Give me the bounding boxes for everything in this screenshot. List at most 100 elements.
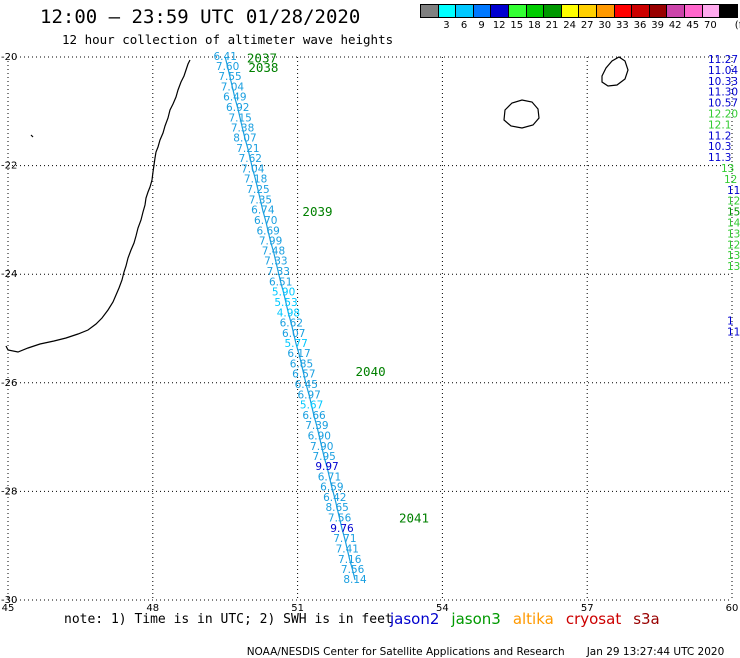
legend-tick: 30 (598, 20, 612, 31)
swh-value: 6.71 (318, 471, 341, 483)
swh-value: 6.59 (320, 482, 343, 494)
swh-value: 6.45 (295, 379, 318, 391)
swh-value: 6.90 (308, 431, 331, 443)
legend-swatch (420, 4, 439, 18)
edge-swh-value: 12.1 (708, 119, 731, 131)
swh-value: 6.42 (323, 492, 346, 504)
legend-swatch (560, 4, 580, 18)
track-line (224, 56, 356, 581)
lon-label: 57 (581, 603, 594, 614)
swh-value: 7.15 (228, 112, 251, 124)
legend-swatch (666, 4, 685, 18)
legend-tick: 70 (704, 20, 717, 31)
legend-swatch (701, 4, 721, 18)
legend-tick: 45 (686, 20, 700, 31)
swh-value: 7.99 (259, 236, 282, 248)
legend-tick: 27 (580, 20, 594, 31)
legend-swatch (596, 4, 615, 18)
legend-tick: 24 (563, 20, 576, 31)
swh-value: 7.21 (236, 143, 259, 155)
swh-value: 9.97 (315, 461, 338, 473)
swh-value: 9.76 (330, 523, 354, 535)
legend-swatch (543, 4, 562, 18)
swh-value: 7.33 (264, 256, 287, 268)
lon-label: 60 (726, 603, 739, 614)
satellite-jason3: jason3 (451, 610, 501, 628)
swh-value: 6.17 (287, 348, 310, 360)
swh-value: 7.33 (267, 266, 290, 278)
swh-value: 7.55 (218, 71, 241, 83)
legend-tick: 42 (668, 20, 682, 31)
lat-label: -24 (1, 269, 17, 280)
edge-swh-value: 11 (727, 185, 740, 197)
swh-value: 7.25 (246, 184, 269, 196)
satellite-jason2: jason2 (390, 610, 440, 628)
pass-id: 2038 (248, 60, 278, 75)
edge-swh-value: 10.3 (708, 141, 731, 153)
swh-value: 7.62 (239, 153, 262, 165)
legend-tick: 15 (510, 20, 524, 31)
pass-id: 2041 (399, 511, 429, 526)
edge-swh-value: 11.3 (708, 152, 731, 164)
swh-value: 7.41 (336, 544, 359, 556)
swh-value: 6.57 (292, 369, 315, 381)
legend-swatch (684, 4, 703, 18)
swh-value: 6.70 (254, 215, 277, 227)
coastline (5, 56, 629, 353)
legend-swatch (613, 4, 633, 18)
map-subtitle: 12 hour collection of altimeter wave hei… (62, 32, 394, 47)
legend-tick: 12 (492, 20, 506, 31)
footer-timestamp: Jan 29 13:27:44 UTC 2020 (586, 646, 725, 658)
legend-tick: 21 (545, 20, 559, 31)
satellite-legend: jason2 jason3 altika cryosat s3a (390, 610, 672, 628)
lat-label: -22 (1, 161, 17, 172)
legend-swatch (455, 4, 474, 18)
swh-value: 8.14 (343, 574, 367, 586)
swh-value: 6.92 (226, 102, 249, 114)
legend-tick: 18 (528, 20, 541, 31)
mauritius-island (601, 56, 629, 87)
edge-swh-value: 10.57 (708, 98, 738, 110)
swh-value: 6.07 (282, 328, 305, 340)
pass-id: 2037 (247, 51, 277, 66)
edge-track-values: 11.2711.0410.3311.3010.5712.2012.111.210… (708, 54, 740, 339)
swh-value: 7.90 (310, 441, 333, 453)
swh-value: 7.04 (241, 163, 265, 175)
swh-value: 6.49 (223, 92, 246, 104)
swh-value: 6.74 (251, 205, 275, 217)
map-title: 12:00 — 23:59 UTC 01/28/2020 (40, 6, 361, 28)
swh-value: 7.56 (341, 564, 365, 576)
pass-id: 2040 (356, 364, 386, 379)
swh-value: 7.48 (262, 245, 285, 257)
legend-unit: (ft) (734, 20, 740, 31)
swh-value: 7.38 (231, 123, 254, 135)
edge-swh-value: 14 (727, 218, 740, 230)
swh-value: 5.67 (300, 400, 323, 412)
swh-value: 7.16 (338, 554, 362, 566)
legend-swatch (490, 4, 509, 18)
edge-swh-value: 13 (727, 250, 740, 262)
swh-value: 6.69 (256, 225, 279, 237)
swh-value: 7.71 (333, 533, 356, 545)
edge-swh-value: 13 (727, 228, 740, 240)
swh-value: 6.66 (302, 410, 326, 422)
lon-label: 48 (146, 603, 159, 614)
edge-swh-value: 13 (727, 261, 740, 273)
edge-swh-value: 1 (727, 316, 734, 328)
legend-swatch (525, 4, 545, 18)
swh-value: 8.07 (233, 132, 256, 144)
lat-label: -26 (1, 378, 17, 389)
footer-center: NOAA/NESDIS Center for Satellite Applica… (246, 646, 565, 658)
legend-tick: 39 (651, 20, 664, 31)
legend-tick: 36 (633, 20, 647, 31)
swh-value: 5.77 (284, 338, 307, 350)
legend-tick: 9 (478, 20, 485, 31)
edge-swh-value: 10.33 (708, 76, 738, 88)
swh-value: 5.90 (272, 287, 295, 299)
satellite-altika: altika (512, 610, 554, 628)
satellite-s3a: s3a (633, 610, 660, 628)
